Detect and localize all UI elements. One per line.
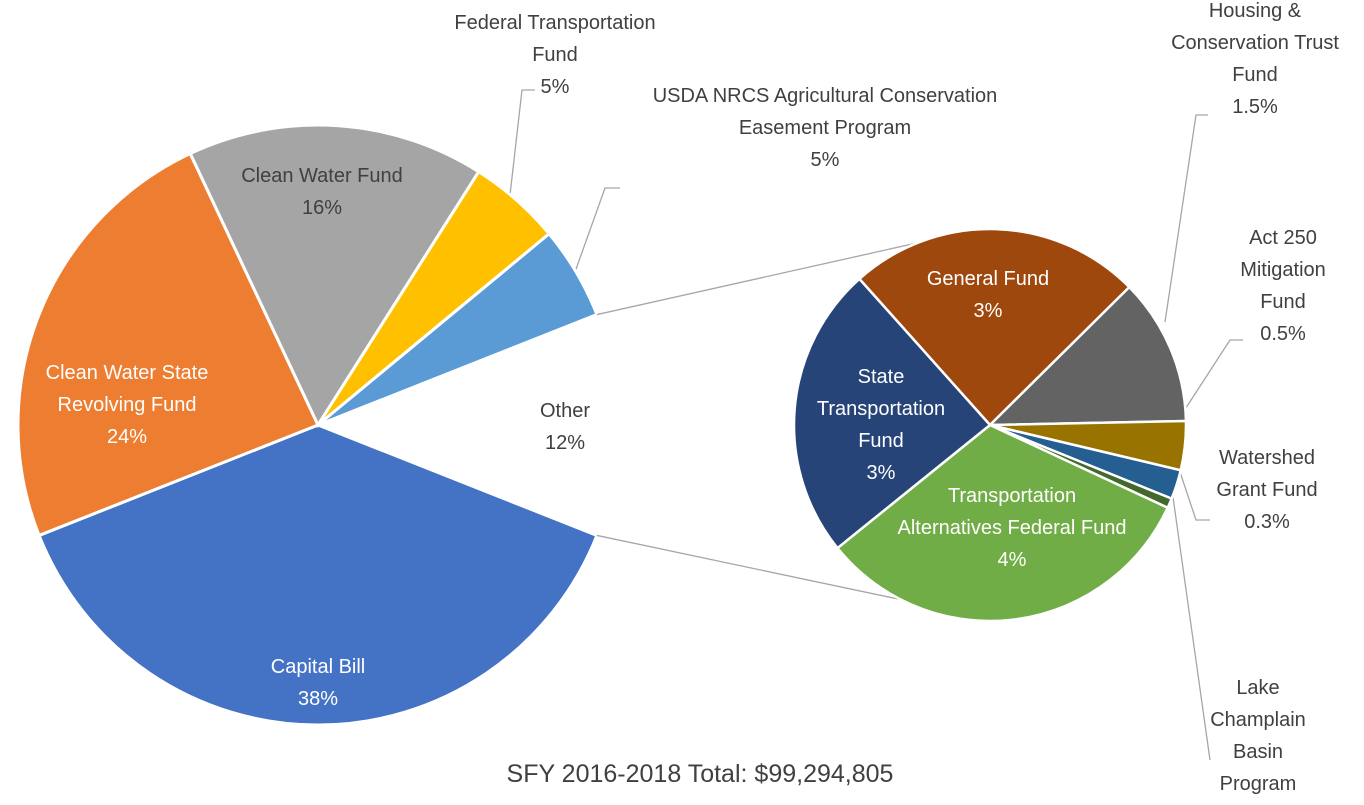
data-label: Transportation Alternatives Federal Fund… xyxy=(897,480,1127,576)
label-name: Act 250 Mitigation Fund xyxy=(1240,227,1326,313)
data-label: State Transportation Fund 3% xyxy=(811,361,951,489)
label-name: Lake Champlain Basin Program xyxy=(1210,677,1306,795)
label-value: 12% xyxy=(544,432,586,454)
label-value: 3% xyxy=(973,300,1003,322)
pie-slice xyxy=(835,423,1170,623)
pie-slice xyxy=(16,151,321,538)
label-value: 3% xyxy=(866,462,896,484)
pie-slice xyxy=(857,227,1132,427)
label-name: General Fund xyxy=(926,268,1050,290)
chart-title: SFY 2016-2018 Total: $99,294,805 xyxy=(506,760,894,788)
data-label: Clean Water State Revolving Fund 24% xyxy=(17,357,237,453)
data-label: Act 250 Mitigation Fund 0.5% xyxy=(1233,222,1333,350)
connector-line xyxy=(596,534,902,601)
label-value: 5% xyxy=(810,149,840,171)
data-label: General Fund 3% xyxy=(908,263,1068,327)
pie-slice xyxy=(986,285,1188,427)
pie-slice xyxy=(792,277,992,550)
label-value: 38% xyxy=(297,688,339,710)
label-name: USDA NRCS Agricultural Conservation Ease… xyxy=(652,85,998,139)
label-name: Federal Transportation Fund xyxy=(454,12,656,66)
label-name: Other xyxy=(539,400,591,422)
leader-lines xyxy=(509,89,1243,761)
label-value: 0.3% xyxy=(1244,511,1290,533)
label-value: 1.5% xyxy=(1232,96,1278,118)
leader-line xyxy=(574,187,620,273)
leader-line xyxy=(1164,114,1208,323)
label-name: Capital Bill xyxy=(270,656,366,678)
label-value: 0.1% xyxy=(1193,800,1323,805)
label-value: 24% xyxy=(106,426,148,448)
pie-slice xyxy=(37,423,599,727)
data-label: Federal Transportation Fund 5% xyxy=(435,7,675,103)
label-value: 0.5% xyxy=(1260,323,1306,345)
data-label: Lake Champlain Basin Program 0.1% xyxy=(1193,672,1323,805)
connector-line xyxy=(596,242,918,316)
label-name: State Transportation Fund xyxy=(816,366,946,452)
label-name: Clean Water Fund xyxy=(241,165,403,187)
label-value: 4% xyxy=(997,549,1027,571)
label-value: 16% xyxy=(301,197,343,219)
data-label: Clean Water Fund 16% xyxy=(212,160,432,224)
label-value: 5% xyxy=(540,76,570,98)
leader-line xyxy=(1181,339,1243,415)
data-label: Capital Bill 38% xyxy=(208,651,428,715)
data-label: USDA NRCS Agricultural Conservation Ease… xyxy=(645,80,1005,176)
pie-slice xyxy=(317,231,599,427)
data-label: Watershed Grant Fund 0.3% xyxy=(1207,442,1327,538)
data-label: Housing & Conservation Trust Fund 1.5% xyxy=(1165,0,1345,123)
label-name: Clean Water State Revolving Fund xyxy=(45,362,209,416)
label-name: Transportation Alternatives Federal Fund xyxy=(897,485,1127,539)
data-label: Other 12% xyxy=(505,395,625,459)
pie-slice xyxy=(188,123,481,429)
leader-line xyxy=(1179,471,1210,521)
label-name: Housing & Conservation Trust Fund xyxy=(1171,0,1339,86)
leader-line xyxy=(509,89,535,196)
leader-line xyxy=(1171,489,1211,761)
label-name: Watershed Grant Fund xyxy=(1216,447,1318,501)
